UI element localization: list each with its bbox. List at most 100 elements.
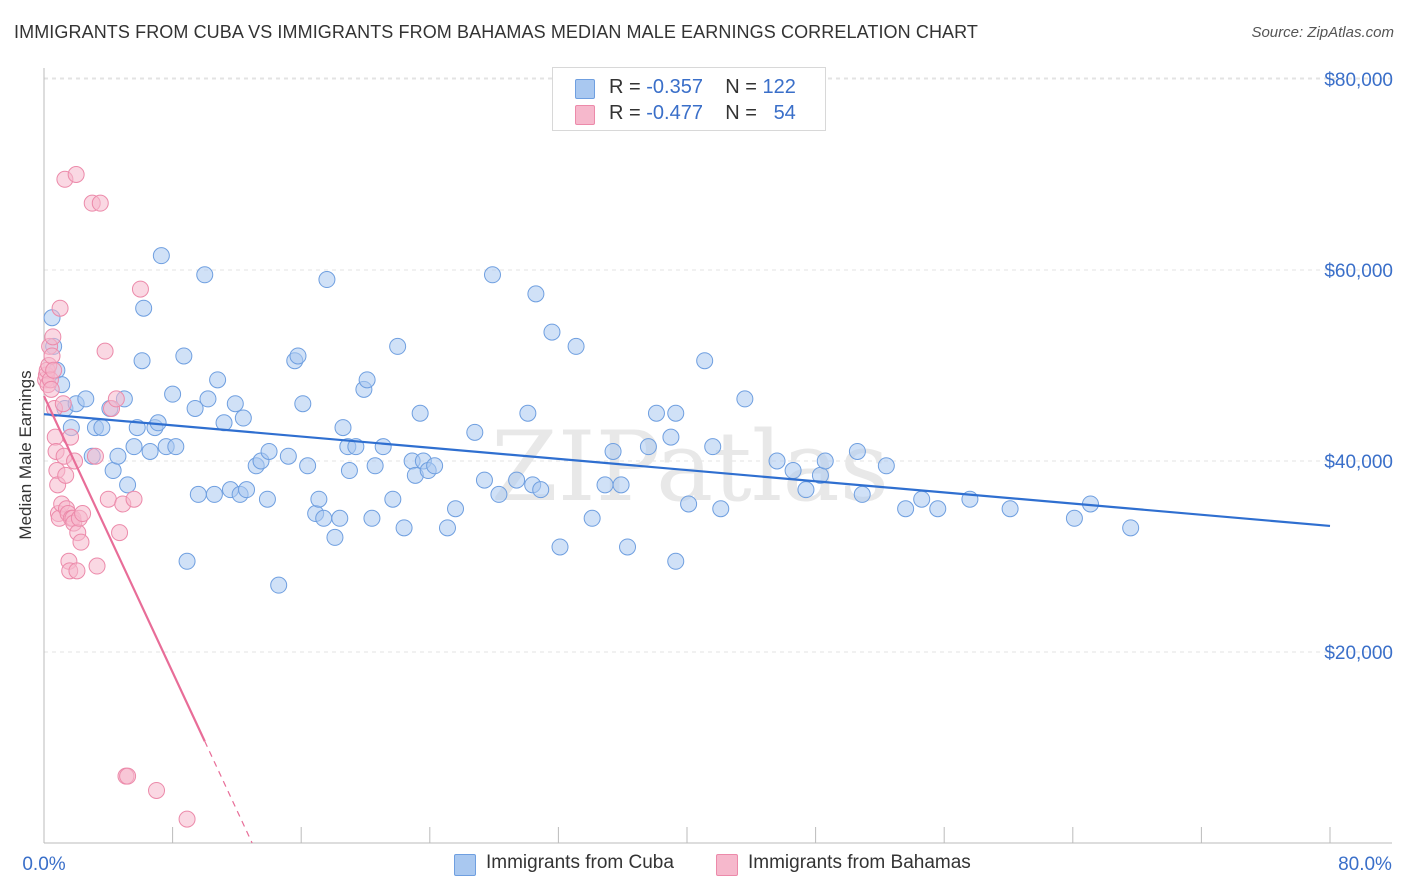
- cuba-point: [784, 462, 802, 480]
- cuba-point: [196, 266, 214, 284]
- x-tick-label: 80.0%: [1338, 854, 1392, 875]
- cuba-point: [133, 352, 151, 370]
- cuba-point: [483, 266, 501, 284]
- bahamas-point: [111, 524, 129, 542]
- legend-n-value: 54: [773, 102, 796, 124]
- cuba-point: [508, 471, 526, 489]
- cuba-point: [704, 438, 722, 456]
- cuba-point: [389, 337, 407, 355]
- bahamas-point: [68, 562, 86, 580]
- bahamas-swatch: [716, 854, 738, 876]
- bahamas-point: [72, 533, 90, 551]
- cuba-point: [395, 519, 413, 537]
- y-tick-label: $60,000: [1324, 261, 1393, 282]
- cuba-point: [363, 509, 381, 527]
- cuba-point: [466, 423, 484, 441]
- y-tick-label: $40,000: [1324, 452, 1393, 473]
- bahamas-point: [91, 194, 109, 212]
- cuba-point: [527, 285, 545, 303]
- cuba-point: [768, 452, 786, 470]
- y-axis-label: Median Male Earnings: [16, 370, 35, 539]
- legend-label-cuba: Immigrants from Cuba: [486, 852, 674, 873]
- cuba-point: [1001, 500, 1019, 518]
- bahamas-point: [45, 361, 63, 379]
- bahamas-point: [54, 395, 72, 413]
- cuba-point: [119, 476, 137, 494]
- bahamas-point: [88, 557, 106, 575]
- chart-title: IMMIGRANTS FROM CUBA VS IMMIGRANTS FROM …: [14, 22, 979, 42]
- cuba-point: [152, 247, 170, 265]
- bahamas-point: [51, 299, 69, 317]
- bahamas-point: [86, 447, 104, 465]
- legend-r-value: -0.357: [646, 76, 703, 98]
- bahamas-point: [44, 328, 62, 346]
- bahamas-point: [57, 466, 75, 484]
- cuba-point: [226, 395, 244, 413]
- cuba-point: [279, 447, 297, 465]
- bahamas-point: [43, 347, 61, 365]
- cuba-point: [797, 481, 815, 499]
- cuba-point: [447, 500, 465, 518]
- cuba-point: [77, 390, 95, 408]
- cuba-point: [104, 462, 122, 480]
- cuba-point: [93, 419, 111, 437]
- cuba-point: [816, 452, 834, 470]
- bahamas-swatch: [575, 105, 595, 125]
- cuba-point: [583, 509, 601, 527]
- bahamas-point: [107, 390, 125, 408]
- cuba-point: [667, 552, 685, 570]
- cuba-point: [736, 390, 754, 408]
- legend-n-label: N =: [725, 102, 757, 124]
- legend-label-bahamas: Immigrants from Bahamas: [748, 852, 971, 873]
- cuba-point: [205, 485, 223, 503]
- correlation-legend: R = -0.357 N = 122 R = -0.477 N = 54: [552, 67, 826, 131]
- cuba-point: [164, 385, 182, 403]
- cuba-point: [141, 442, 159, 460]
- cuba-point: [199, 390, 217, 408]
- cuba-point: [374, 438, 392, 456]
- cuba-point: [260, 442, 278, 460]
- cuba-point: [567, 337, 585, 355]
- cuba-point: [1065, 509, 1083, 527]
- cuba-point: [551, 538, 569, 556]
- cuba-point: [331, 509, 349, 527]
- cuba-point: [125, 438, 143, 456]
- cuba-point: [178, 552, 196, 570]
- cuba-point: [175, 347, 193, 365]
- cuba-point: [384, 490, 402, 508]
- cuba-point: [318, 271, 336, 289]
- cuba-point: [853, 485, 871, 503]
- cuba-point: [358, 371, 376, 389]
- cuba-point: [667, 404, 685, 422]
- cuba-point: [647, 404, 665, 422]
- series-legend: Immigrants from Cuba Immigrants from Bah…: [0, 852, 1406, 878]
- bahamas-point: [125, 490, 143, 508]
- cuba-point: [334, 419, 352, 437]
- cuba-point: [604, 442, 622, 460]
- cuba-point: [519, 404, 537, 422]
- bahamas-point: [67, 166, 85, 183]
- cuba-point: [299, 457, 317, 475]
- cuba-point: [532, 481, 550, 499]
- cuba-point: [234, 409, 252, 427]
- cuba-point: [270, 576, 288, 594]
- cuba-point: [490, 485, 508, 503]
- bahamas-trend-line: [43, 395, 206, 742]
- cuba-swatch: [454, 854, 476, 876]
- bahamas-point: [119, 767, 137, 785]
- cuba-point: [1122, 519, 1140, 537]
- cuba-point: [848, 442, 866, 460]
- cuba-point: [340, 462, 358, 480]
- cuba-point: [109, 447, 127, 465]
- cuba-point: [167, 438, 185, 456]
- cuba-point: [238, 481, 256, 499]
- cuba-point: [135, 299, 153, 317]
- legend-n-value: 122: [762, 76, 796, 98]
- cuba-point: [186, 399, 204, 417]
- bahamas-point: [96, 342, 114, 360]
- bahamas-trend-extension: [204, 741, 253, 844]
- cuba-point: [680, 495, 698, 513]
- cuba-point: [877, 457, 895, 475]
- cuba-point: [426, 457, 444, 475]
